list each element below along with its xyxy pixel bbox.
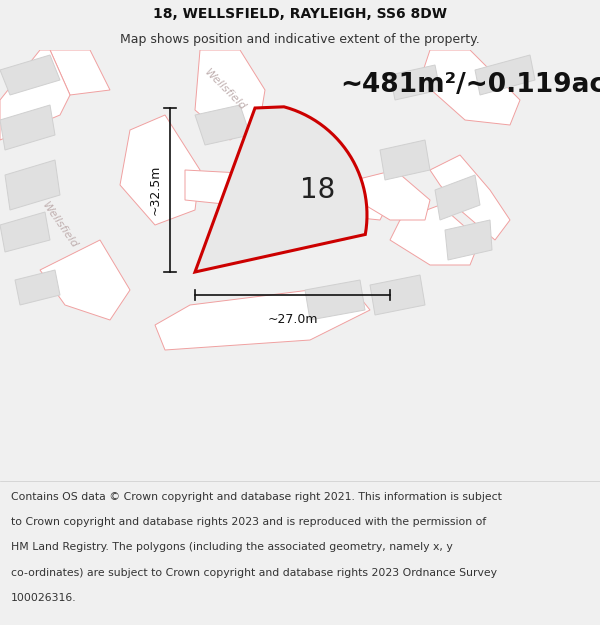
Text: 18: 18 [301,176,335,204]
Text: Wellsfield: Wellsfield [40,200,80,250]
Text: Contains OS data © Crown copyright and database right 2021. This information is : Contains OS data © Crown copyright and d… [11,492,502,502]
Polygon shape [475,55,535,95]
Text: Map shows position and indicative extent of the property.: Map shows position and indicative extent… [120,32,480,46]
Polygon shape [0,212,50,252]
Polygon shape [370,275,425,315]
Text: ~27.0m: ~27.0m [267,313,318,326]
Polygon shape [5,160,60,210]
Polygon shape [50,50,110,95]
Polygon shape [280,200,345,245]
Polygon shape [0,55,60,95]
Polygon shape [390,205,480,265]
Polygon shape [120,115,200,225]
Polygon shape [0,50,70,140]
Polygon shape [195,50,265,140]
Text: Wellsfield: Wellsfield [202,68,248,112]
Text: ~481m²/~0.119ac.: ~481m²/~0.119ac. [340,72,600,98]
Polygon shape [305,280,365,320]
Polygon shape [15,270,60,305]
Text: ~32.5m: ~32.5m [149,165,162,215]
Polygon shape [380,140,430,180]
Text: to Crown copyright and database rights 2023 and is reproduced with the permissio: to Crown copyright and database rights 2… [11,517,486,527]
Polygon shape [445,220,492,260]
Polygon shape [155,285,370,350]
Polygon shape [195,105,250,145]
Polygon shape [390,65,440,100]
Polygon shape [420,50,520,125]
Polygon shape [40,240,130,320]
Polygon shape [185,170,390,220]
Text: HM Land Registry. The polygons (including the associated geometry, namely x, y: HM Land Registry. The polygons (includin… [11,542,452,552]
Text: 18, WELLSFIELD, RAYLEIGH, SS6 8DW: 18, WELLSFIELD, RAYLEIGH, SS6 8DW [153,7,447,21]
Polygon shape [355,170,430,220]
Text: co-ordinates) are subject to Crown copyright and database rights 2023 Ordnance S: co-ordinates) are subject to Crown copyr… [11,568,497,578]
Polygon shape [195,107,367,272]
Polygon shape [0,105,55,150]
Text: 100026316.: 100026316. [11,593,76,603]
Polygon shape [435,175,480,220]
Polygon shape [430,155,510,240]
